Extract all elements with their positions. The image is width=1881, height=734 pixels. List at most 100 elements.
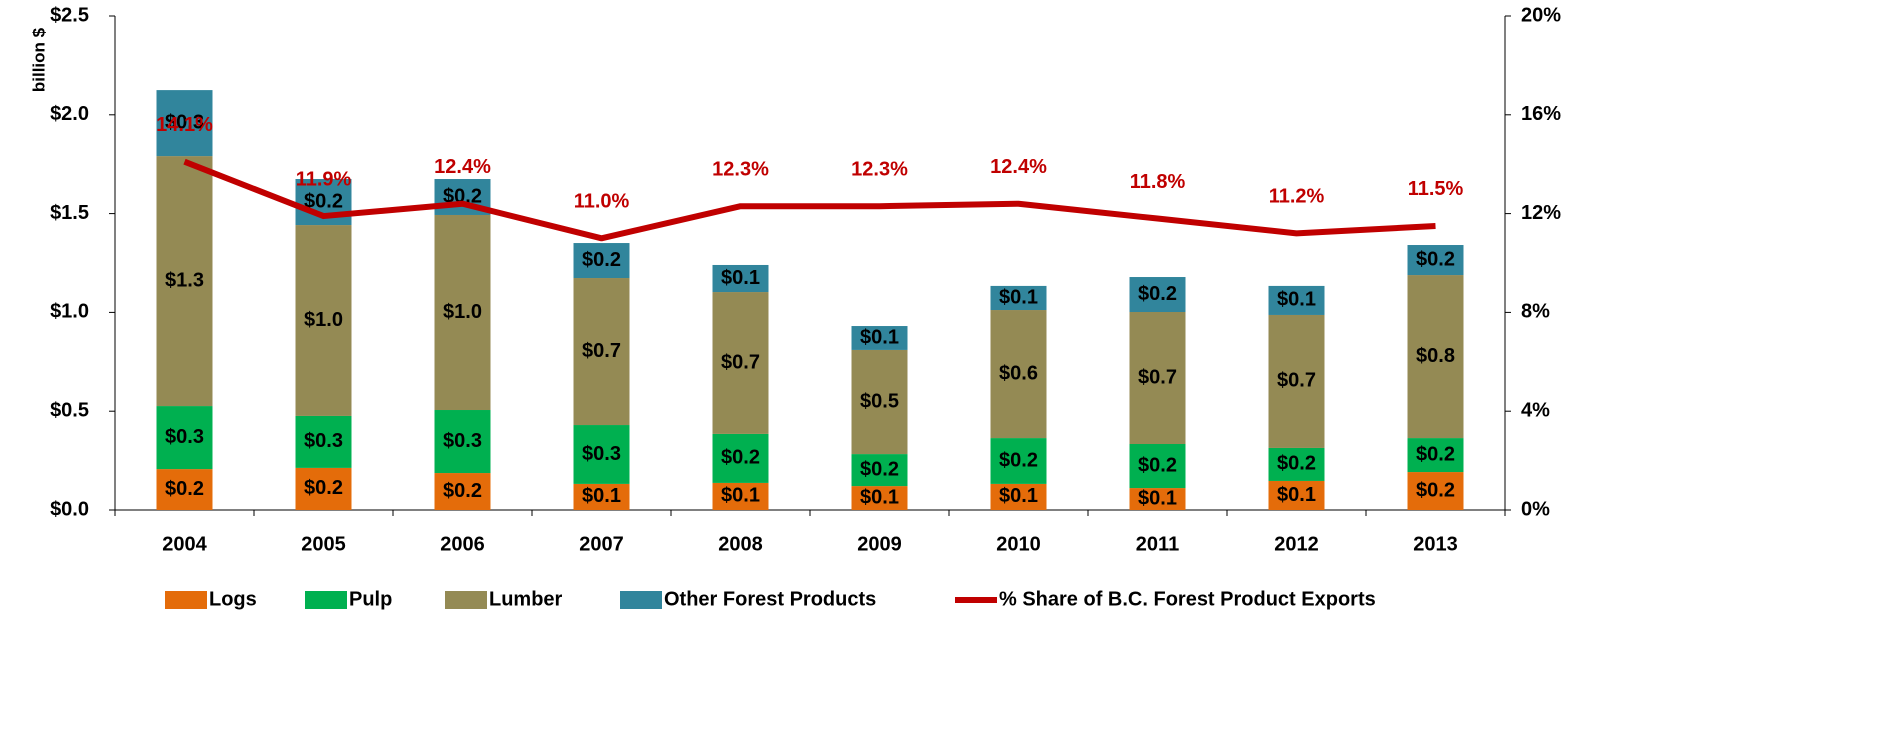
line-label: 11.5% [1408,178,1464,200]
x-tick-label: 2010 [996,533,1041,555]
bar-segment [1129,277,1186,313]
bar-label: $0.3 [165,426,204,448]
line-label: 11.0% [574,191,630,213]
bar-segment [156,90,213,157]
bar-label: $0.7 [582,340,621,362]
x-tick-label: 2008 [718,533,763,555]
bar-segment [434,410,491,474]
bar-label: $0.2 [582,249,621,271]
bar-label: $0.1 [1277,289,1316,311]
bar-label: $0.1 [860,326,899,348]
bar-segment [295,225,352,416]
legend-label: Pulp [349,588,392,610]
line-label: 12.4% [434,156,491,178]
x-tick-label: 2012 [1274,533,1319,555]
bar-segment [156,406,213,470]
line-label: 11.2% [1269,186,1325,208]
bar-segment [573,243,630,279]
bar-label: $0.2 [304,477,343,499]
bar-segment [712,292,769,434]
x-tick-label: 2011 [1136,533,1179,555]
line-label: 12.4% [990,156,1047,178]
bar-label: $0.1 [721,267,760,289]
legend-label: % Share of B.C. Forest Product Exports [999,588,1376,610]
bar-segment [851,326,908,350]
bar-label: $0.2 [1277,453,1316,475]
bar-segment [573,278,630,426]
bar-label: $0.7 [1277,370,1316,392]
bar-label: $0.1 [860,486,899,508]
legend-swatch [305,591,347,609]
line-label: 14.1% [156,114,213,136]
bar-segment [156,469,213,510]
bar-label: $0.3 [304,430,343,452]
bar-label: $0.7 [1138,366,1177,388]
y-tick-label: $0.0 [50,498,89,520]
bar-segment [851,349,908,455]
y2-tick-label: 8% [1521,301,1550,323]
bar-segment [1407,438,1464,473]
legend-label: Lumber [489,588,563,610]
bar-segment [712,264,769,293]
line-label: 12.3% [851,158,908,180]
bar-segment [1129,488,1186,510]
bar-label: $1.0 [304,309,343,331]
legend-label: Other Forest Products [664,588,876,610]
bar-label: $0.1 [999,485,1038,507]
bar-segment [573,425,630,484]
y2-tick-label: 0% [1521,498,1550,520]
legend-swatch [165,591,207,609]
bar-segment [434,473,491,510]
bar-label: $0.6 [999,362,1038,384]
bar-label: $0.5 [860,390,899,412]
bar-label: $0.2 [304,190,343,212]
y-tick-label: $2.0 [50,103,89,125]
bar-segment [1407,472,1464,510]
bar-label: $1.3 [165,269,204,291]
bar-segment [295,415,352,468]
bar-label: $0.2 [1416,443,1455,465]
bar-label: $0.2 [443,480,482,502]
bar-label: $0.1 [1138,487,1177,509]
bar-label: $0.1 [582,485,621,507]
x-tick-label: 2005 [301,533,346,555]
bar-segment [295,467,352,510]
legend-swatch [445,591,487,609]
y2-tick-label: 4% [1521,399,1550,421]
y-axis-label: billion $ [29,27,48,92]
bar-segment [990,483,1047,510]
bar-segment [1407,275,1464,439]
bar-label: $0.1 [999,286,1038,308]
bar-segment [156,156,213,407]
y2-tick-label: 12% [1521,202,1561,224]
bar-segment [434,214,491,411]
legend-swatch [620,591,662,609]
bar-segment [1129,444,1186,489]
bar-label: $0.3 [165,111,204,133]
bar-label: $0.8 [1416,345,1455,367]
bar-segment [851,454,908,487]
bar-label: $0.2 [165,478,204,500]
bar-segment [1407,245,1464,276]
bar-label: $0.7 [721,351,760,373]
bar-label: $0.2 [1416,248,1455,270]
bar-label: $0.2 [860,458,899,480]
line-label: 11.8% [1130,171,1186,193]
y-tick-label: $1.5 [50,202,89,224]
bar-segment [990,310,1047,439]
y-tick-label: $0.5 [50,399,89,421]
bar-label: $0.2 [1138,283,1177,305]
bar-segment [851,486,908,510]
bar-segment [573,483,630,510]
y-tick-label: $2.5 [50,4,89,26]
bar-segment [1129,312,1186,445]
x-tick-label: 2004 [162,533,207,555]
x-tick-label: 2013 [1413,533,1458,555]
bar-segment [990,285,1047,311]
y2-tick-label: 16% [1521,103,1561,125]
bar-segment [990,438,1047,484]
bar-segment [1268,314,1325,448]
bar-label: $0.3 [443,430,482,452]
legend-label: Logs [209,588,257,610]
y2-tick-label: 20% [1521,4,1561,26]
